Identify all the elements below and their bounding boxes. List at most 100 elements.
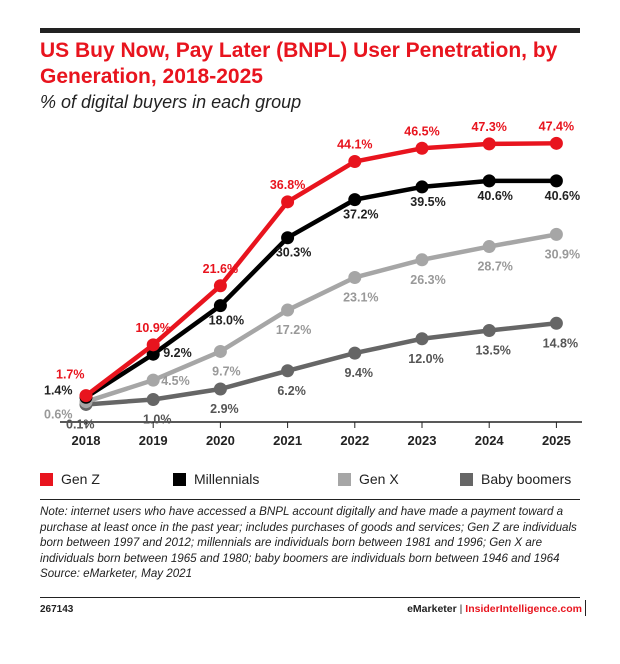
legend-swatch	[338, 472, 351, 486]
note-text: Note: internet users who have accessed a…	[40, 505, 577, 565]
data-point-millennials	[213, 299, 227, 313]
data-point-gen-x	[281, 303, 295, 317]
data-point-millennials	[146, 347, 160, 361]
data-label-millennials: 40.6%	[545, 189, 580, 203]
data-label-baby-boomers: 6.2%	[277, 384, 306, 398]
data-label-millennials: 40.6%	[477, 189, 512, 203]
series-line-gen-z	[84, 141, 557, 398]
footer-divider	[40, 597, 580, 598]
x-tick-label-2021: 2021	[273, 433, 302, 448]
brand-footer: eMarketer | InsiderIntelligence.com	[407, 603, 582, 615]
data-label-gen-x: 4.5%	[161, 374, 190, 388]
data-label-gen-x: 0.6%	[44, 408, 73, 422]
insider-intelligence-link[interactable]: InsiderIntelligence.com	[465, 603, 582, 615]
note-divider	[40, 499, 580, 500]
legend-label: Gen Z	[61, 471, 100, 487]
data-label-millennials: 39.5%	[410, 195, 445, 209]
data-point-baby-boomers	[348, 346, 362, 360]
data-label-millennials: 18.0%	[209, 314, 244, 328]
data-label-millennials: 9.2%	[163, 346, 192, 360]
data-label-gen-z: 36.8%	[270, 178, 305, 192]
x-tick-label-2020: 2020	[206, 433, 235, 448]
legend-label: Gen X	[359, 471, 399, 487]
data-point-gen-x	[549, 227, 563, 241]
data-label-millennials: 37.2%	[343, 208, 378, 222]
data-label-gen-z: 47.4%	[539, 119, 574, 133]
line-chart: 2018 2019 2020 2021 2022 2023 2024 2025 1.7% 10.9…	[44, 119, 582, 448]
data-point-gen-x	[482, 240, 496, 254]
x-tick-label-2022: 2022	[340, 433, 369, 448]
source-text: Source: eMarketer, May 2021	[40, 567, 193, 580]
legend-swatch	[173, 472, 186, 486]
data-label-baby-boomers: 14.8%	[543, 336, 578, 350]
legend-swatch	[40, 472, 53, 486]
series-line-baby-boomers	[85, 321, 557, 407]
legend-item-gen-z: Gen Z	[40, 471, 100, 487]
x-tick-label-2018: 2018	[72, 433, 101, 448]
data-point-baby-boomers	[146, 392, 160, 406]
data-point-gen-x	[213, 344, 227, 358]
brand-separator: |	[459, 603, 463, 615]
data-point-gen-z	[281, 195, 295, 209]
data-point-gen-x	[348, 270, 362, 284]
data-label-gen-z: 47.3%	[471, 120, 506, 134]
data-point-millennials	[415, 180, 429, 194]
data-label-gen-x: 23.1%	[343, 290, 378, 304]
data-label-baby-boomers: 2.9%	[210, 402, 239, 416]
legend-item-gen-x: Gen X	[338, 471, 399, 487]
x-tick-label-2019: 2019	[139, 433, 168, 448]
data-label-millennials: 1.4%	[44, 383, 73, 397]
data-label-baby-boomers: 1.0%	[143, 412, 172, 426]
data-label-gen-x: 26.3%	[410, 273, 445, 287]
data-label-millennials: 30.3%	[276, 246, 311, 260]
data-point-gen-x	[146, 373, 160, 387]
x-tick-label-2023: 2023	[408, 433, 437, 448]
data-point-gen-z	[146, 338, 160, 352]
data-point-millennials	[348, 193, 362, 207]
legend-label: Baby boomers	[481, 471, 572, 487]
data-point-gen-z	[482, 137, 496, 151]
legend-swatch	[460, 472, 473, 486]
x-tick-label-2025: 2025	[542, 433, 571, 448]
emarketer-logo: eMarketer	[407, 603, 457, 615]
data-label-gen-x: 17.2%	[276, 323, 311, 337]
data-point-baby-boomers	[482, 323, 496, 337]
legend-item-baby-boomers: Baby boomers	[460, 471, 571, 487]
data-point-gen-z	[348, 155, 362, 169]
chart-subtitle: % of digital buyers in each group	[40, 92, 302, 112]
data-label-baby-boomers: 12.0%	[408, 352, 443, 366]
series-line-millennials	[84, 178, 557, 400]
data-point-gen-z	[415, 141, 429, 155]
legend-item-millennials: Millennials	[173, 471, 259, 487]
data-label-gen-z: 46.5%	[404, 124, 439, 138]
chart-title: US Buy Now, Pay Later (BNPL) User Penetr…	[40, 39, 558, 88]
text-cursor	[585, 600, 586, 616]
data-label-baby-boomers: 9.4%	[345, 366, 374, 380]
chart-note: Note: internet users who have accessed a…	[40, 504, 588, 582]
data-point-gen-z	[213, 279, 227, 293]
data-label-gen-x: 30.9%	[545, 247, 580, 261]
data-label-gen-x: 28.7%	[477, 260, 512, 274]
top-bar	[40, 28, 580, 33]
x-tick-label-2024: 2024	[475, 433, 505, 448]
data-point-millennials	[482, 174, 496, 188]
legend-label: Millennials	[194, 471, 260, 487]
series-line-gen-x	[85, 232, 557, 404]
data-label-gen-x: 9.7%	[212, 364, 241, 378]
data-point-gen-z	[79, 389, 93, 403]
data-label-gen-z: 1.7%	[56, 368, 85, 382]
data-point-baby-boomers	[549, 316, 563, 330]
data-label-gen-z: 21.6%	[203, 262, 238, 276]
data-point-millennials	[281, 231, 295, 245]
data-point-baby-boomers	[281, 364, 295, 378]
data-point-baby-boomers	[213, 382, 227, 396]
data-point-baby-boomers	[415, 332, 429, 346]
data-label-baby-boomers: 13.5%	[475, 343, 510, 357]
legend: Gen Z Millennials Gen X Baby boomers	[40, 471, 600, 491]
data-label-baby-boomers: 0.1%	[66, 417, 95, 431]
chart-id: 267143	[40, 604, 74, 615]
data-point-gen-x	[415, 253, 429, 267]
data-label-gen-z: 44.1%	[337, 138, 372, 152]
data-label-gen-z: 10.9%	[135, 321, 170, 335]
data-point-gen-z	[549, 136, 563, 150]
